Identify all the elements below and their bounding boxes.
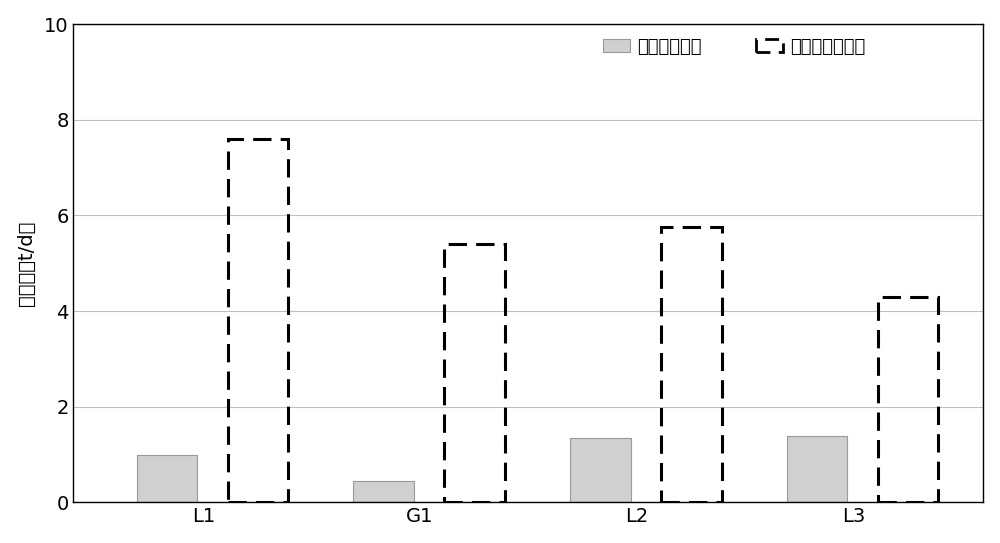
Bar: [137, 454, 197, 502]
Legend: 压裂前日产油, い压裂后日产油: 压裂前日产油, い压裂后日产油: [603, 38, 865, 56]
Bar: [353, 481, 414, 502]
Bar: [878, 297, 938, 502]
Y-axis label: 日产油（t/d）: 日产油（t/d）: [17, 220, 36, 306]
Bar: [661, 228, 722, 502]
Bar: [228, 139, 288, 502]
Bar: [787, 435, 847, 502]
Bar: [444, 244, 505, 502]
Bar: [570, 438, 631, 502]
